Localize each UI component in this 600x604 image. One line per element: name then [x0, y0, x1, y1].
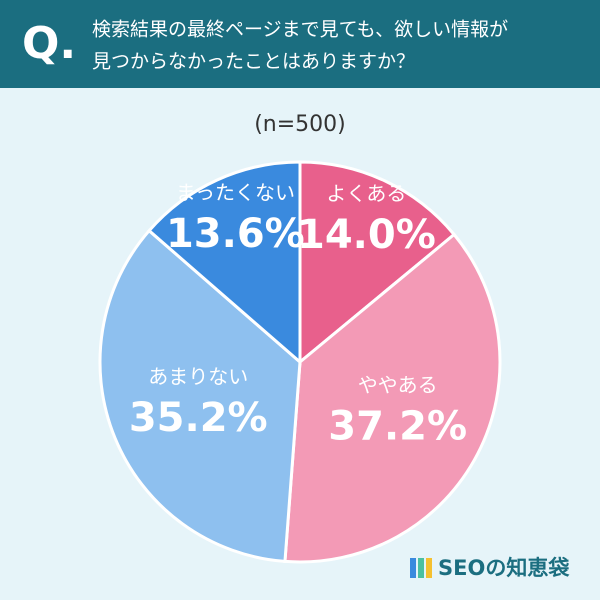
pie-slice — [147, 160, 302, 366]
logo-bar — [426, 558, 432, 578]
pie-slice — [283, 232, 502, 564]
question-label: Q. — [22, 18, 76, 69]
slice-value-label: 35.2% — [129, 395, 268, 441]
pie-slice — [98, 228, 302, 564]
logo-bar — [418, 558, 424, 578]
slice-category: あまりない — [148, 364, 248, 388]
pie-slice — [298, 160, 457, 366]
subtitle: (n=500) — [254, 112, 346, 137]
title-line: 検索結果の最終ページまで見ても、欲しい情報が — [92, 19, 508, 41]
slice-category: ややある — [358, 373, 438, 397]
slice-category: まったくない — [176, 181, 295, 205]
slice-value-label: 13.6% — [166, 211, 305, 257]
slice-value-label: 14.0% — [297, 212, 436, 258]
slice-value-label: 37.2% — [328, 404, 467, 450]
logo-bar — [410, 558, 416, 578]
header-bar — [0, 0, 600, 88]
title-line: 見つからなかったことはありますか？ — [92, 51, 415, 73]
slice-category: よくある — [326, 181, 406, 205]
brand-logo: SEOの知恵袋 — [410, 556, 570, 580]
brand-name: SEOの知恵袋 — [438, 556, 570, 580]
